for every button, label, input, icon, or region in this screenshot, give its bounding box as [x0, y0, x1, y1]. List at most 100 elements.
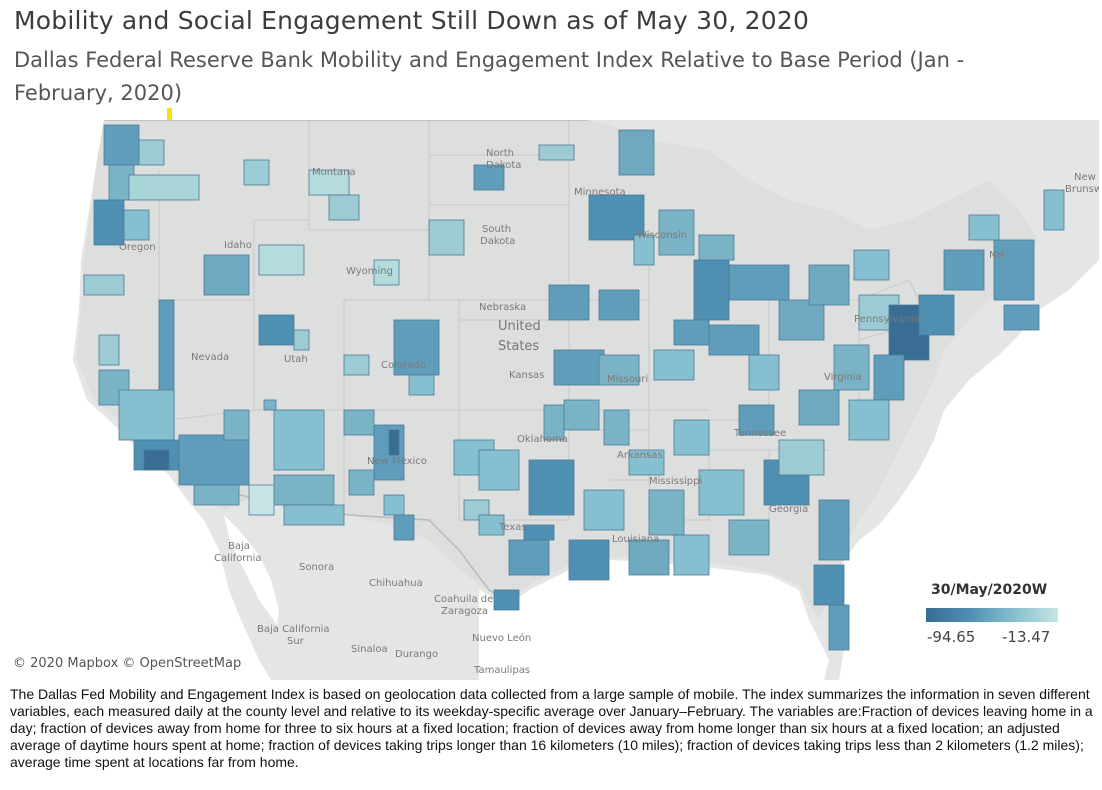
county-region[interactable]: [598, 354, 640, 386]
label-louisiana: Louisiana: [612, 534, 659, 545]
county-region[interactable]: [273, 409, 325, 471]
county-region[interactable]: [478, 514, 505, 536]
county-region[interactable]: [943, 249, 985, 291]
county-region[interactable]: [1003, 304, 1040, 331]
county-region[interactable]: [728, 264, 790, 301]
choropleth-map[interactable]: North Dakota South Dakota Minnesota Wisc…: [9, 120, 1099, 680]
county-region[interactable]: [83, 274, 125, 296]
county-region[interactable]: [698, 234, 735, 261]
county-region[interactable]: [373, 259, 400, 286]
county-region[interactable]: [223, 409, 250, 441]
county-region[interactable]: [343, 409, 375, 436]
county-region[interactable]: [328, 194, 360, 221]
label-mississippi: Mississippi: [649, 476, 702, 487]
county-region[interactable]: [798, 389, 840, 426]
county-region[interactable]: [738, 404, 775, 436]
county-region[interactable]: [603, 409, 630, 446]
county-region[interactable]: [538, 144, 575, 161]
county-region[interactable]: [628, 449, 665, 476]
county-region[interactable]: [263, 399, 277, 411]
label-utah: Utah: [284, 354, 308, 365]
county-region[interactable]: [748, 354, 780, 391]
county-region[interactable]: [993, 239, 1035, 301]
county-region[interactable]: [273, 474, 335, 506]
county-region[interactable]: [473, 164, 505, 191]
county-region[interactable]: [243, 159, 270, 186]
county-region[interactable]: [248, 484, 275, 516]
county-region[interactable]: [673, 419, 710, 456]
county-region[interactable]: [778, 299, 825, 341]
county-region[interactable]: [103, 124, 140, 166]
county-region[interactable]: [393, 514, 415, 541]
county-region[interactable]: [658, 209, 695, 256]
county-region[interactable]: [1043, 189, 1065, 231]
county-region[interactable]: [143, 449, 170, 471]
county-region[interactable]: [478, 449, 520, 491]
county-region[interactable]: [633, 234, 655, 266]
county-region[interactable]: [918, 294, 955, 336]
county-region[interactable]: [118, 389, 175, 441]
label-nebraska: Nebraska: [479, 302, 526, 313]
county-region[interactable]: [833, 344, 870, 391]
county-region[interactable]: [728, 519, 770, 556]
county-region[interactable]: [648, 489, 685, 536]
county-region[interactable]: [848, 399, 890, 441]
county-region[interactable]: [428, 219, 465, 256]
county-region[interactable]: [818, 499, 850, 561]
county-region[interactable]: [673, 534, 710, 576]
label-coahuila-1: Coahuila de: [434, 594, 493, 605]
county-region[interactable]: [508, 539, 550, 576]
county-region[interactable]: [778, 439, 825, 476]
county-region[interactable]: [283, 504, 345, 526]
county-region[interactable]: [873, 354, 905, 401]
county-region[interactable]: [583, 489, 625, 531]
map-attribution[interactable]: © 2020 Mapbox © OpenStreetMap: [13, 656, 242, 671]
county-region[interactable]: [628, 539, 670, 576]
gulf-of-mexico: [479, 560, 829, 680]
county-region[interactable]: [308, 169, 350, 196]
county-region[interactable]: [258, 314, 295, 346]
county-region[interactable]: [138, 139, 165, 166]
county-polygons[interactable]: [83, 124, 1065, 651]
label-united-states-1: United: [498, 319, 541, 334]
county-region[interactable]: [673, 319, 710, 346]
county-region[interactable]: [563, 399, 600, 431]
county-region[interactable]: [708, 324, 760, 356]
label-tamaulipas: Tamaulipas: [473, 665, 530, 676]
county-region[interactable]: [693, 259, 730, 321]
county-region[interactable]: [343, 354, 370, 376]
county-region[interactable]: [968, 214, 1000, 241]
county-region[interactable]: [528, 459, 575, 516]
county-region[interactable]: [588, 194, 645, 241]
county-region[interactable]: [93, 199, 125, 246]
county-region[interactable]: [98, 369, 130, 406]
county-region[interactable]: [698, 469, 745, 516]
county-region[interactable]: [853, 249, 890, 281]
county-region[interactable]: [123, 209, 150, 241]
map-canvas[interactable]: North Dakota South Dakota Minnesota Wisc…: [9, 120, 1099, 680]
label-new-hampshire: NH: [989, 250, 1004, 261]
county-region[interactable]: [553, 349, 605, 386]
county-region[interactable]: [568, 539, 610, 581]
county-region[interactable]: [293, 329, 310, 351]
county-region[interactable]: [393, 319, 440, 376]
county-region[interactable]: [258, 244, 305, 276]
county-region[interactable]: [178, 434, 250, 486]
county-region[interactable]: [193, 484, 240, 506]
county-region[interactable]: [383, 494, 405, 516]
county-region[interactable]: [598, 289, 640, 321]
county-region[interactable]: [128, 174, 200, 201]
county-region[interactable]: [653, 349, 695, 381]
county-region[interactable]: [408, 374, 435, 396]
county-region[interactable]: [548, 284, 590, 321]
county-region[interactable]: [388, 429, 400, 456]
county-region[interactable]: [618, 129, 655, 176]
county-region[interactable]: [348, 469, 375, 496]
county-region[interactable]: [98, 334, 120, 366]
county-region[interactable]: [203, 254, 250, 296]
county-region[interactable]: [828, 604, 850, 651]
county-region[interactable]: [493, 589, 520, 611]
county-region[interactable]: [813, 564, 845, 606]
county-region[interactable]: [523, 524, 555, 541]
county-region[interactable]: [808, 264, 850, 306]
